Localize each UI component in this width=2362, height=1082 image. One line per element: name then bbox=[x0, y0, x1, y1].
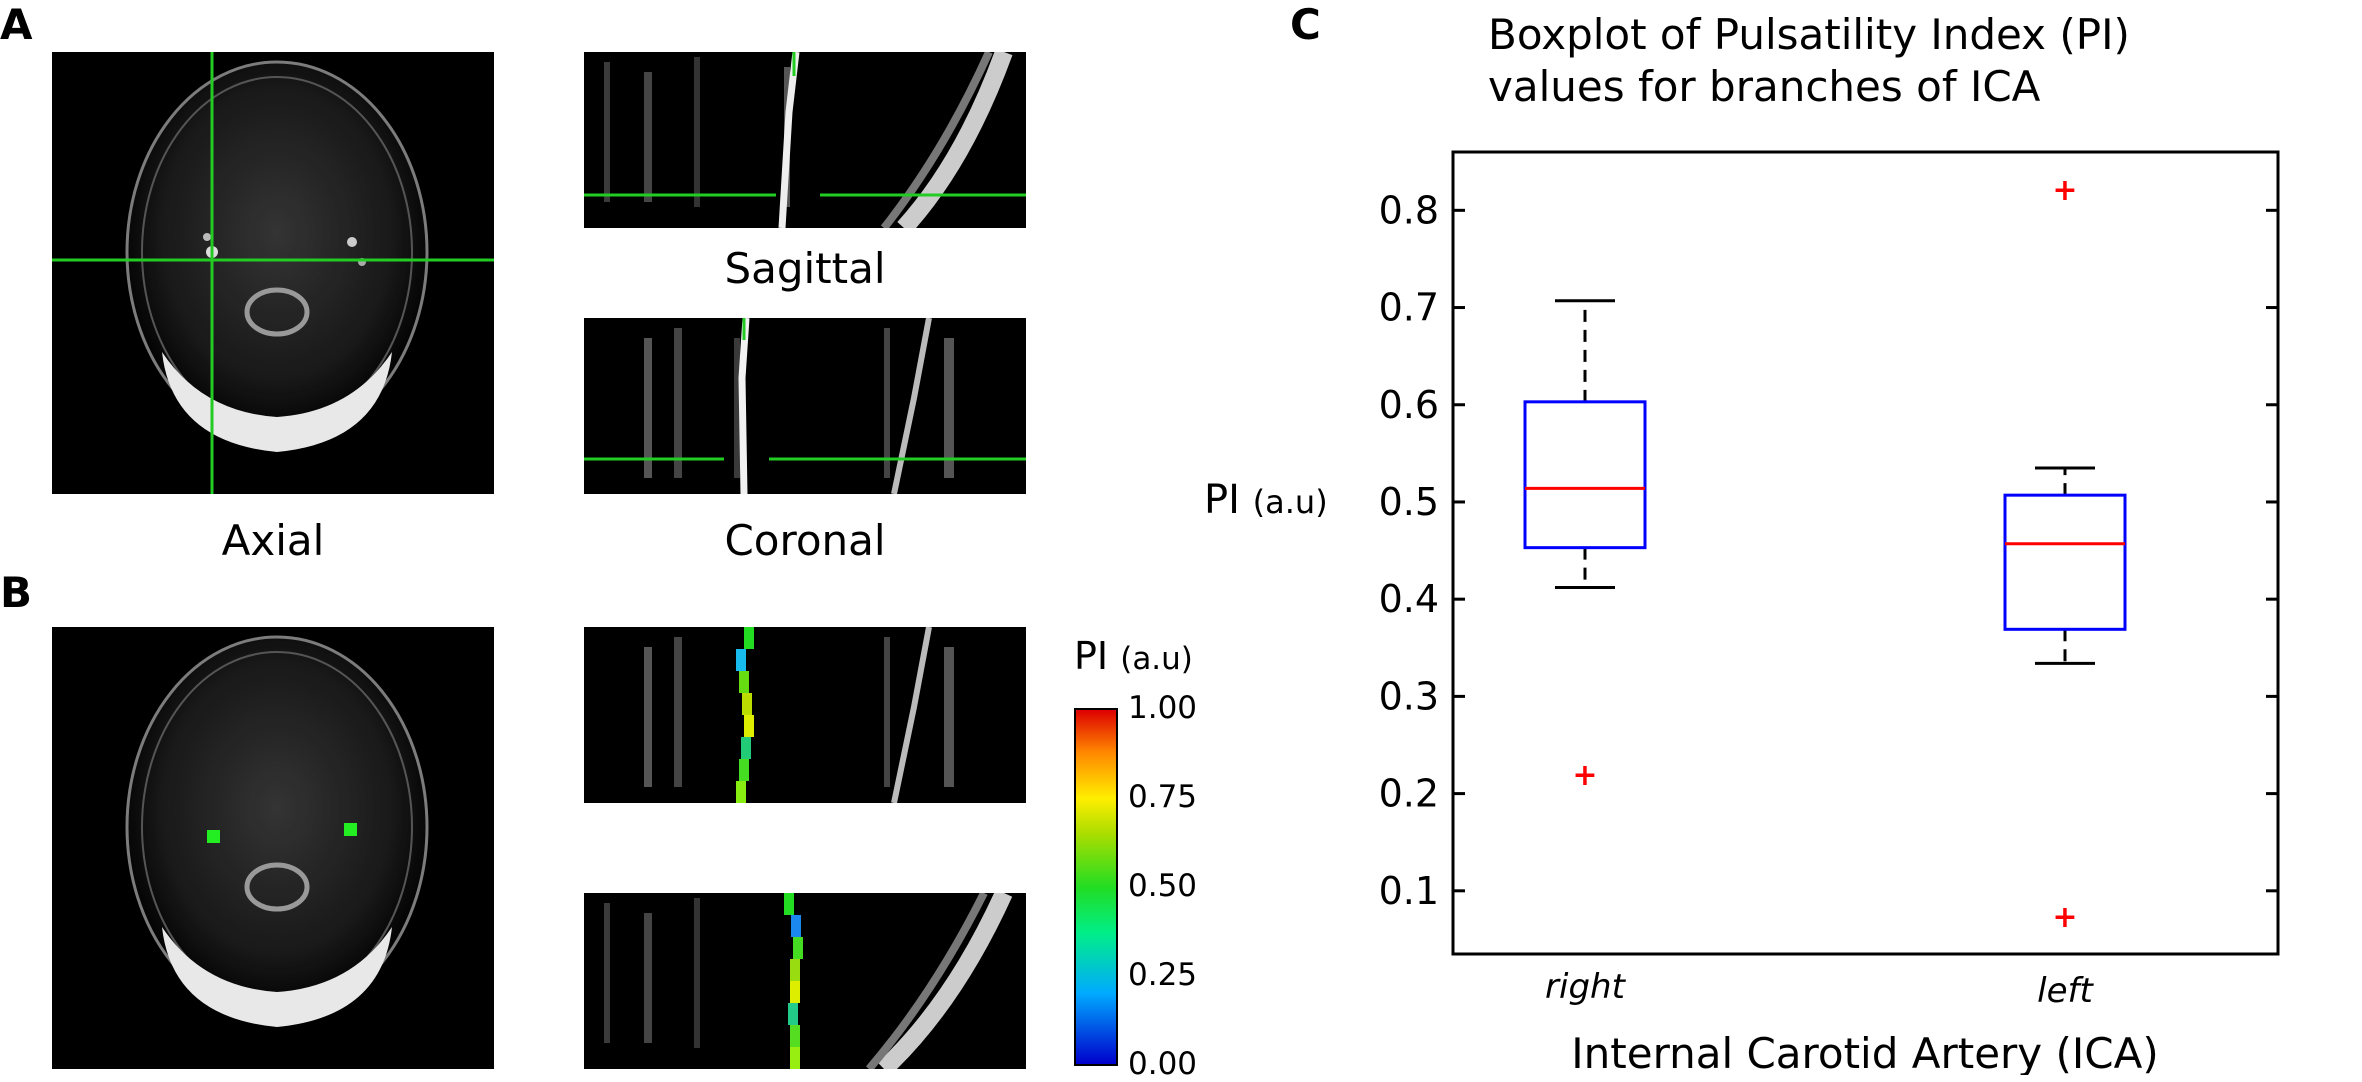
y-tick-label-7: 0.8 bbox=[1379, 188, 1439, 232]
outlier-left-1: + bbox=[2052, 900, 2077, 935]
box-left bbox=[2003, 493, 2127, 631]
y-tick-label-3: 0.4 bbox=[1379, 577, 1439, 621]
coronal-pi-overlay-image bbox=[584, 893, 1026, 1069]
sagittal-caption: Sagittal bbox=[724, 244, 886, 293]
x-tick-label-left: left bbox=[2037, 971, 2094, 1011]
sagittal-mri-image bbox=[584, 52, 1026, 228]
y-tick-label-2: 0.3 bbox=[1379, 674, 1439, 718]
y-tick-label-1: 0.2 bbox=[1379, 772, 1439, 816]
x-tick-label-right: right bbox=[1545, 967, 1627, 1007]
sagittal-pi-overlay-image bbox=[584, 627, 1026, 803]
y-axis-label-unit: (a.u) bbox=[1252, 483, 1328, 521]
colorbar-title: PI (a.u) bbox=[1074, 634, 1193, 678]
colorbar-tick-3: 0.50 bbox=[1128, 868, 1198, 904]
y-tick-label-0: 0.1 bbox=[1379, 869, 1439, 913]
outlier-right-0: + bbox=[1572, 758, 1597, 793]
x-axis-label: Internal Carotid Artery (ICA) bbox=[1571, 1029, 2158, 1075]
colorbar-tick-2: 0.75 bbox=[1128, 779, 1198, 815]
panel-label-a: A bbox=[0, 0, 33, 49]
coronal-mri-image bbox=[584, 318, 1026, 494]
colorbar-tick-4: 0.25 bbox=[1128, 957, 1198, 993]
chart-title-line-2: values for branches of ICA bbox=[1488, 62, 2041, 111]
colorbar-tick-1: 1.00 bbox=[1128, 690, 1198, 726]
axial-pi-overlay-image bbox=[52, 627, 494, 1069]
y-tick-label-4: 0.5 bbox=[1379, 480, 1439, 524]
outlier-left-0: + bbox=[2052, 173, 2077, 208]
axial-mri-image bbox=[52, 52, 494, 494]
colorbar-unit: (a.u) bbox=[1120, 641, 1193, 677]
chart-title-line-1: Boxplot of Pulsatility Index (PI) bbox=[1488, 10, 2130, 59]
axial-caption: Axial bbox=[221, 516, 325, 565]
colorbar-tick-5: 0.00 bbox=[1128, 1046, 1198, 1082]
boxplot-chart: 0.10.20.30.40.50.60.70.8 +++ right left … bbox=[1379, 150, 2280, 1075]
y-axis-label-text: PI bbox=[1204, 477, 1240, 523]
colorbar-gradient bbox=[1074, 708, 1118, 1066]
panel-label-c: C bbox=[1290, 0, 1321, 49]
colorbar-title-text: PI bbox=[1074, 634, 1109, 678]
coronal-caption: Coronal bbox=[724, 516, 886, 565]
y-axis-label: PI (a.u) bbox=[1204, 477, 1328, 523]
box-right bbox=[1523, 400, 1647, 550]
plot-frame bbox=[1451, 150, 2280, 956]
y-tick-label-5: 0.6 bbox=[1379, 383, 1439, 427]
y-tick-label-6: 0.7 bbox=[1379, 286, 1439, 330]
panel-label-b: B bbox=[0, 568, 33, 617]
